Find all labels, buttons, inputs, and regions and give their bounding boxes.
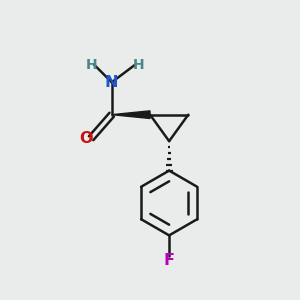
Text: O: O xyxy=(79,131,93,146)
Text: F: F xyxy=(164,253,175,268)
Polygon shape xyxy=(112,111,150,119)
Text: H: H xyxy=(132,58,144,72)
Text: N: N xyxy=(105,75,119,90)
Text: H: H xyxy=(85,58,97,72)
